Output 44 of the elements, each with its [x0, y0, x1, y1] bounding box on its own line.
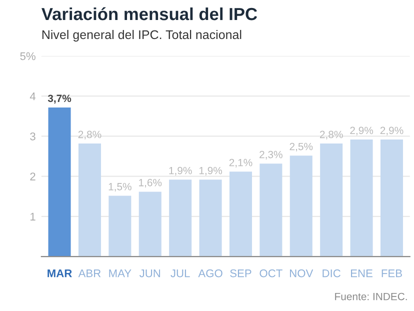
- data-label: 2,8%: [320, 130, 343, 140]
- bar: [169, 180, 192, 257]
- bar: [78, 144, 101, 257]
- data-label: 2,9%: [350, 126, 374, 136]
- x-tick-label: ENE: [351, 269, 372, 278]
- data-label: 1,5%: [108, 182, 132, 192]
- data-label: 3,7%: [48, 94, 72, 104]
- y-tick-label: 5%: [20, 52, 36, 60]
- data-label: 1,6%: [139, 178, 162, 188]
- bar: [290, 156, 312, 257]
- data-label: 2,5%: [290, 142, 313, 152]
- bar: [138, 192, 162, 257]
- y-tick-label: 2: [30, 172, 36, 180]
- data-label: 2,3%: [260, 150, 282, 160]
- x-tick-label: JUL: [170, 269, 190, 278]
- bar: [260, 164, 282, 257]
- data-label: 2,9%: [380, 126, 404, 136]
- data-label: 2,1%: [229, 158, 252, 168]
- x-tick-label: AGO: [198, 269, 222, 278]
- bar: [199, 180, 222, 257]
- data-label: 2,8%: [78, 130, 102, 140]
- data-label: 1,9%: [169, 166, 192, 176]
- y-tick-label: 4: [30, 92, 36, 100]
- x-tick-label: NOV: [290, 269, 314, 278]
- data-label: 1,9%: [199, 166, 222, 176]
- x-tick-label: ABR: [78, 269, 101, 278]
- y-tick-label: 3: [30, 132, 36, 140]
- x-tick-label: SEP: [230, 269, 252, 278]
- bar: [320, 144, 343, 257]
- x-tick-label: MAY: [109, 269, 132, 278]
- source-note: Fuente: INDEC.: [335, 292, 407, 300]
- x-tick-label: MAR: [48, 269, 72, 278]
- x-tick-label: DIC: [322, 269, 340, 278]
- bar: [229, 172, 252, 257]
- chart-title: Variación mensual del IPC: [42, 7, 258, 20]
- bar: [380, 140, 404, 257]
- chart-subtitle: Nivel general del IPC. Total nacional: [42, 30, 242, 42]
- bar: [48, 107, 71, 257]
- y-tick-label: 1: [30, 212, 36, 220]
- x-tick-label: OCT: [260, 269, 282, 278]
- x-tick-label: FEB: [382, 269, 402, 278]
- bar: [350, 140, 373, 257]
- x-tick-label: JUN: [139, 269, 160, 278]
- bar: [108, 196, 132, 257]
